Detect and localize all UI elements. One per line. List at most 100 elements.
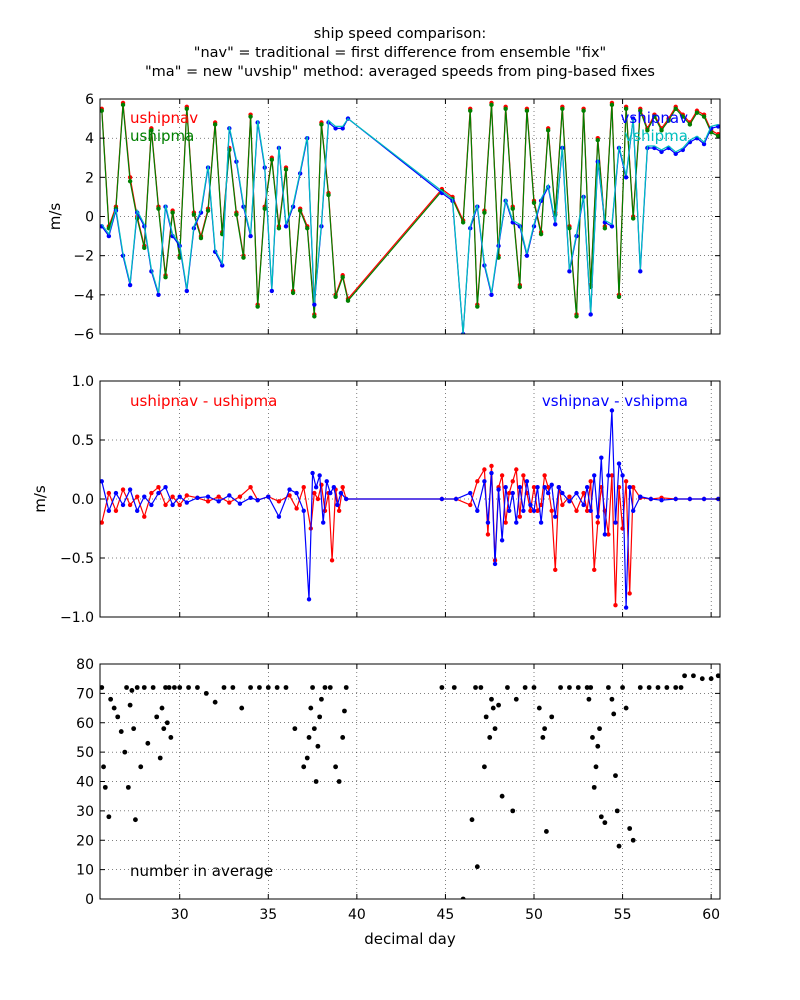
count-y-tick-label: 40 <box>76 775 94 791</box>
speed-y-tick-label: −4 <box>73 288 94 304</box>
speed-point-vshipnav <box>156 292 161 298</box>
difference-y-tick-label: 0.5 <box>72 433 94 449</box>
speed-point-vshipnav <box>567 269 572 274</box>
speed-point-ushipma <box>191 212 197 217</box>
speed-point-ushipma <box>340 275 345 280</box>
difference-point-ushipnav-ushipma <box>510 479 515 484</box>
difference-point-ushipnav-ushipma <box>177 502 182 508</box>
count-point <box>157 755 163 761</box>
difference-point-ushipnav-ushipma <box>135 494 140 499</box>
speed-y-axis-label: m/s <box>46 203 64 231</box>
count-y-tick-label: 70 <box>76 686 94 702</box>
speed-y-tick-label: 6 <box>85 92 94 108</box>
difference-point-ushipnav-ushipma <box>528 508 533 513</box>
count-point <box>598 814 604 820</box>
difference-point-vshipnav-vshipma <box>227 493 232 498</box>
count-point <box>133 817 138 823</box>
speed-series-line-vshipma <box>101 117 719 334</box>
count-point <box>283 685 289 690</box>
count-point <box>590 735 595 740</box>
difference-point-vshipnav-vshipma <box>301 508 306 513</box>
speed-y-tick-label: 2 <box>85 170 94 186</box>
x-tick-label: 50 <box>525 907 543 923</box>
count-point <box>159 705 165 711</box>
speed-point-vshipnav <box>623 175 629 180</box>
difference-point-ushipnav-ushipma <box>581 490 586 496</box>
difference-point-vshipnav-vshipma <box>237 501 243 506</box>
count-point <box>469 817 475 823</box>
speed-point-ushipma <box>255 304 260 309</box>
count-point <box>319 696 324 702</box>
count-point <box>124 685 129 690</box>
difference-point-vshipnav-vshipma <box>517 485 523 490</box>
speed-point-ushipma <box>269 157 275 162</box>
speed-point-ushipma <box>149 128 154 133</box>
difference-point-ushipnav-ushipma <box>627 591 632 596</box>
count-point <box>163 685 168 690</box>
speed-point-ushipma <box>687 122 693 127</box>
speed-point-vshipnav <box>340 126 345 131</box>
difference-point-vshipnav-vshipma <box>595 514 600 519</box>
x-tick-label: 30 <box>171 907 189 923</box>
count-point <box>203 690 209 696</box>
count-plot-area <box>100 673 720 899</box>
difference-point-ushipnav-ushipma <box>553 567 558 572</box>
speed-point-ushipma <box>517 284 523 290</box>
speed-point-ushipma <box>198 235 204 241</box>
difference-point-ushipnav-ushipma <box>106 490 112 496</box>
difference-point-vshipnav-vshipma <box>545 490 551 496</box>
count-point <box>166 685 172 690</box>
count-point <box>439 685 445 690</box>
count-point <box>164 720 170 726</box>
speed-point-ushipma <box>602 226 608 231</box>
count-ticks: 0 10 20 30 40 50 60 70 80 30 35 40 45 50 55 60 <box>76 657 720 923</box>
speed-point-ushipma <box>212 122 218 127</box>
speed-point-ushipma <box>545 128 551 133</box>
speed-ticks: −6 −4 −2 0 2 4 6 <box>73 92 720 343</box>
difference-point-vshipnav-vshipma <box>485 520 491 525</box>
count-point <box>248 685 253 690</box>
speed-point-ushipma <box>673 106 678 111</box>
difference-point-ushipnav-ushipma <box>329 558 335 563</box>
difference-point-ushipnav-ushipma <box>542 473 547 478</box>
difference-point-vshipnav-vshipma <box>468 490 473 496</box>
speed-point-ushipma <box>652 114 657 119</box>
difference-point-vshipnav-vshipma <box>453 496 459 502</box>
speed-point-ushipma <box>631 216 636 221</box>
count-point <box>108 696 114 702</box>
difference-point-vshipnav-vshipma <box>588 508 593 513</box>
difference-point-vshipnav-vshipma <box>205 494 211 499</box>
count-point <box>655 685 661 690</box>
count-point <box>542 726 548 732</box>
difference-point-vshipnav-vshipma <box>177 494 182 499</box>
speed-point-vshipnav <box>638 269 643 274</box>
speed-point-ushipma <box>345 298 351 303</box>
difference-point-ushipnav-ushipma <box>205 499 211 504</box>
speed-point-ushipma <box>503 106 508 111</box>
count-annotation: number in average <box>130 862 273 880</box>
difference-point-vshipnav-vshipma <box>673 496 678 502</box>
count-point <box>301 764 307 770</box>
count-point <box>161 726 167 732</box>
count-point <box>336 779 342 784</box>
difference-point-vshipnav-vshipma <box>306 597 312 602</box>
speed-point-ushipma <box>595 137 600 143</box>
difference-point-vshipnav-vshipma <box>163 485 168 490</box>
difference-point-ushipnav-ushipma <box>545 485 551 490</box>
count-point <box>106 814 112 820</box>
difference-point-vshipnav-vshipma <box>313 485 319 490</box>
speed-point-ushipma <box>531 200 537 205</box>
difference-y-tick-label: −0.5 <box>60 551 94 567</box>
chart-title-line-2: "nav" = traditional = first difference f… <box>194 45 606 61</box>
speed-point-ushipma <box>290 290 296 296</box>
difference-point-ushipnav-ushipma <box>592 567 597 572</box>
speed-point-ushipma <box>120 102 126 108</box>
count-point <box>150 685 156 690</box>
speed-point-ushipma <box>297 208 303 213</box>
speed-annotation-vshipnav: vshipnav <box>621 109 689 127</box>
speed-point-vshipnav <box>524 253 530 258</box>
difference-point-vshipnav-vshipma <box>510 490 515 496</box>
count-point <box>100 685 105 690</box>
count-point <box>131 726 137 732</box>
difference-point-vshipnav-vshipma <box>135 508 140 513</box>
